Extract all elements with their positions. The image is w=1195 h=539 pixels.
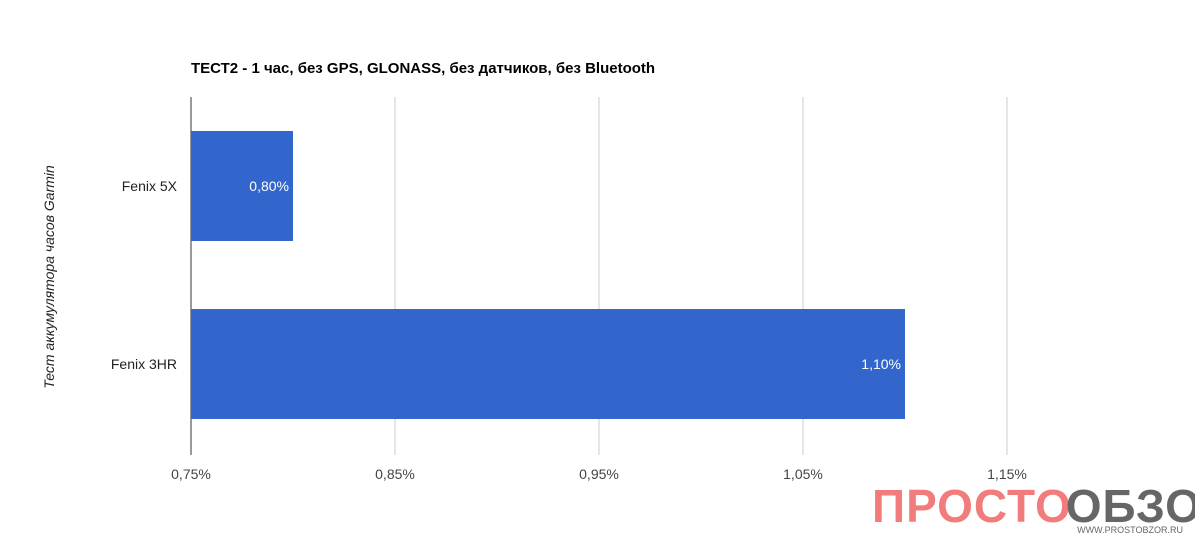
svg-text:ПРОСТООБЗОР: ПРОСТООБЗОР (872, 480, 1195, 532)
y-axis-label: Тест аккумулятора часов Garmin (41, 165, 57, 389)
bar (191, 309, 905, 419)
watermark-url: WWW.PROSTOBZOR.RU (1077, 525, 1183, 535)
x-tick-label: 1,05% (783, 466, 823, 482)
watermark-logo: ПРОСТООБЗОР WWW.PROSTOBZOR.RU (872, 480, 1195, 535)
x-tick-label: 1,15% (987, 466, 1027, 482)
watermark-part1: ПРОСТО (872, 480, 1072, 532)
category-label: Fenix 3HR (111, 356, 177, 372)
x-tick-labels: 0,75% 0,85% 0,95% 1,05% 1,15% (171, 466, 1027, 482)
category-labels: Fenix 5X Fenix 3HR (111, 178, 178, 372)
x-tick-label: 0,95% (579, 466, 619, 482)
chart-title: ТЕСТ2 - 1 час, без GPS, GLONASS, без дат… (191, 60, 655, 77)
x-tick-label: 0,85% (375, 466, 415, 482)
bar (191, 131, 293, 241)
data-label: 1,10% (861, 356, 901, 372)
data-label: 0,80% (249, 178, 289, 194)
watermark-part2: БЗОР (1103, 480, 1195, 532)
x-tick-label: 0,75% (171, 466, 211, 482)
bars: 0,80% 1,10% (191, 131, 905, 419)
category-label: Fenix 5X (122, 178, 178, 194)
